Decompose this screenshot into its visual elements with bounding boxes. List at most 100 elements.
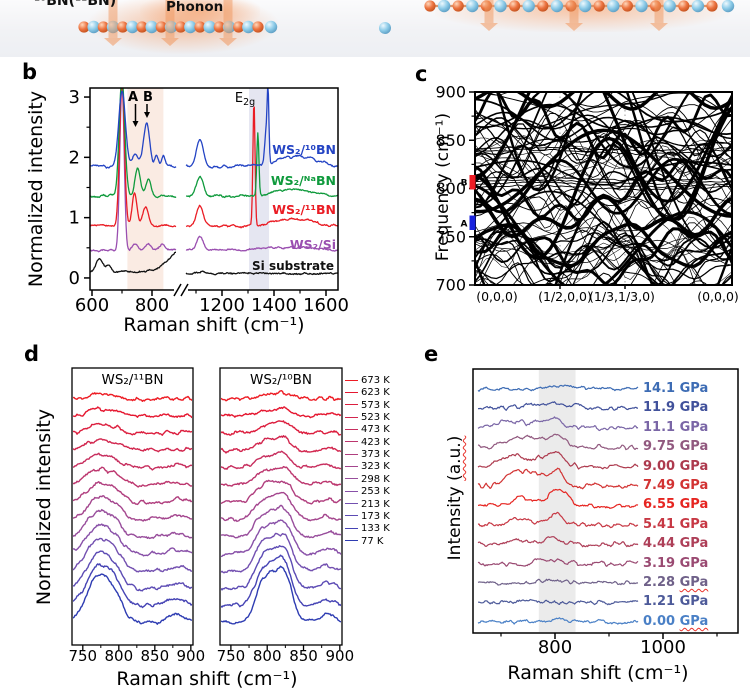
phonon-branch: [476, 143, 731, 211]
pressure-value: 6.55: [643, 497, 680, 513]
legend-swatch: [345, 379, 358, 381]
temp-curve-133K: [73, 563, 192, 609]
phonon-arrow-head: [161, 38, 179, 46]
temperature-legend-item: 573 K: [345, 400, 390, 411]
temp-curve-133K: [221, 554, 341, 608]
spectrum-curve-3: [90, 88, 177, 253]
annotation-peak-b: B: [143, 90, 153, 105]
temperature-legend-item: 523 K: [345, 412, 390, 423]
atom-boron: [424, 0, 436, 12]
phonon-arrow-head: [650, 23, 668, 31]
panel-b-frame: [89, 87, 339, 291]
phonon-branch-steep: [476, 184, 731, 284]
temp-curve-373K: [73, 481, 192, 506]
temp-curve-373K: [221, 479, 341, 505]
phonon-branch: [476, 220, 731, 284]
phonon-branch: [476, 157, 731, 216]
panel-letter-b: b: [22, 60, 38, 84]
phonon-branch: [476, 242, 676, 284]
atom-nitrogen: [607, 0, 620, 13]
pressure-curve-9.00: [477, 451, 639, 470]
x-tick-label: 900: [177, 647, 206, 665]
x-tick-label: 900: [326, 647, 355, 665]
y-tick-label: 750: [435, 227, 466, 246]
subpanel-title-0: WS₂/¹¹BN: [101, 372, 163, 388]
phonon-arrow-head: [104, 38, 122, 46]
temp-curve-623K: [221, 406, 341, 419]
legend-temperature-label: 298 K: [361, 473, 390, 485]
temp-curve-673K: [221, 390, 341, 402]
phonon-branch-steep: [476, 190, 731, 284]
pressure-label: 9.75 GPa: [643, 439, 708, 454]
spectrum-curve-2: [90, 88, 177, 228]
pressure-value: 11.1: [643, 419, 680, 435]
phonon-arrow-head: [219, 38, 237, 46]
phonon-branch-steep: [476, 93, 690, 183]
x-tick-label: 800: [135, 295, 169, 316]
temp-curve-523K: [73, 438, 192, 453]
atom-boron: [706, 0, 718, 12]
atom-boron: [508, 0, 521, 12]
pressure-value: 9.00: [643, 458, 680, 474]
highlight-band: [538, 370, 576, 632]
atom-boron: [136, 21, 148, 33]
panel-e-ylabel: Intensity (a.u.): [445, 418, 465, 578]
atom-detached: [264, 20, 278, 34]
legend-swatch: [345, 428, 358, 430]
legend-swatch: [345, 441, 358, 443]
phonon-branch: [476, 93, 674, 130]
legend-temperature-label: 523 K: [361, 412, 390, 424]
temperature-legend-item: 373 K: [345, 449, 390, 460]
atom-boron: [621, 0, 634, 12]
temp-curve-253K: [221, 519, 341, 558]
atom-nitrogen: [437, 0, 451, 13]
pressure-label: 7.49 GPa: [643, 478, 708, 493]
pressure-curve-11.9: [477, 401, 638, 411]
tspan-shape: 2g: [243, 97, 255, 108]
atom-nitrogen: [522, 0, 535, 13]
pressure-unit: GPa: [679, 381, 709, 396]
atom-nitrogen: [691, 0, 705, 13]
x-tick-label: 750: [217, 647, 246, 665]
temp-curve-473K: [73, 452, 192, 471]
atom-boron: [97, 21, 109, 33]
legend-temperature-label: 133 K: [361, 523, 390, 535]
kpath-label: (0,0,0): [697, 289, 739, 304]
temp-curve-423K: [73, 466, 192, 488]
temp-curve-213K: [73, 537, 192, 573]
phonon-branch: [476, 234, 731, 271]
highlight-band: [249, 88, 270, 290]
atom-boron: [452, 0, 464, 12]
temperature-legend-item: 623 K: [345, 387, 390, 398]
pressure-unit: GPa: [679, 478, 709, 493]
phonon-branch: [479, 249, 696, 284]
legend-swatch: [345, 478, 358, 480]
pressure-label: 1.21 GPa: [643, 594, 708, 609]
x-tick-label: 800: [104, 647, 133, 665]
pressure-label: 0.00 GPa: [643, 614, 708, 629]
pressure-unit: GPa: [679, 516, 709, 532]
phonon-branch: [476, 208, 731, 280]
legend-swatch: [345, 404, 358, 406]
x-tick-label: 600: [75, 295, 109, 316]
x-tick-label: 850: [141, 647, 170, 665]
pressure-unit: GPa: [679, 575, 709, 590]
legend-swatch: [345, 453, 358, 455]
pressure-label: 11.1 GPa: [643, 420, 708, 435]
pressure-label: 5.41 GPa: [643, 517, 708, 532]
temp-curve-213K: [221, 532, 341, 574]
panel-d-frame-1: [219, 367, 343, 646]
temp-curve-173K: [221, 545, 341, 591]
legend-temperature-label: 173 K: [361, 510, 390, 522]
legend-temperature-label: 473 K: [361, 424, 390, 436]
phonon-branch: [476, 151, 731, 206]
y-tick-label: 1: [69, 208, 80, 229]
pressure-value: 7.49: [643, 478, 680, 493]
pressure-unit: GPa: [679, 400, 709, 416]
pressure-value: 14.1: [643, 381, 680, 396]
pressure-curve-7.49: [477, 467, 639, 490]
y-tick-label: 900: [435, 83, 466, 102]
phonon-label: Phonon: [166, 0, 224, 15]
legend-swatch: [345, 540, 358, 542]
atom-boron: [233, 21, 245, 33]
